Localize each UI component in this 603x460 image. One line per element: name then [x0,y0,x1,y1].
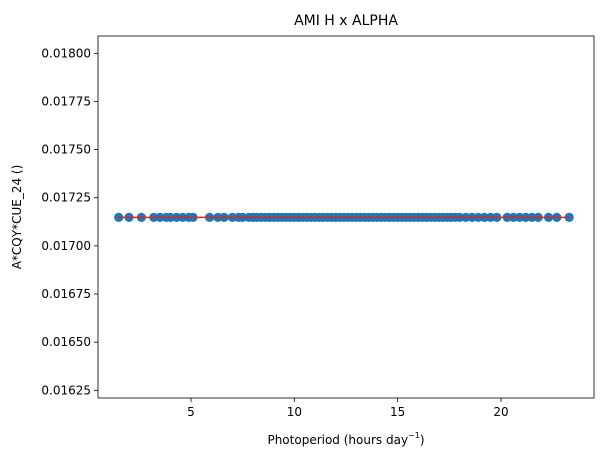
y-tick-label: 0.01725 [41,191,91,205]
x-axis-ticks: 5 10 15 20 [187,398,509,419]
x-tick-label: 20 [493,405,508,419]
y-tick-label: 0.01750 [41,143,91,157]
x-tick-label: 10 [287,405,302,419]
y-tick-label: 0.01700 [41,239,91,253]
y-tick-label: 0.01675 [41,287,91,301]
y-tick-label: 0.01775 [41,94,91,108]
chart-title: AMI H x ALPHA [294,13,398,29]
data-point [564,212,574,222]
axes-frame [97,35,595,399]
y-axis-label: A*CQY*CUE_24 () [10,165,24,270]
x-axis-label-base: Photoperiod (hours day [267,433,408,447]
y-tick-label: 0.01650 [41,335,91,349]
x-tick-label: 15 [390,405,405,419]
y-tick-label: 0.01800 [41,46,91,60]
x-axis-label-close: ) [420,433,425,447]
x-axis-label: Photoperiod (hours day−1) [267,431,424,447]
plot-area [114,212,574,222]
x-axis-label-exponent: −1 [408,431,420,440]
y-tick-label: 0.01625 [41,383,91,397]
x-tick-label: 5 [187,405,195,419]
y-axis-ticks: 0.01625 0.01650 0.01675 0.01700 0.01725 0.017… [41,46,98,397]
